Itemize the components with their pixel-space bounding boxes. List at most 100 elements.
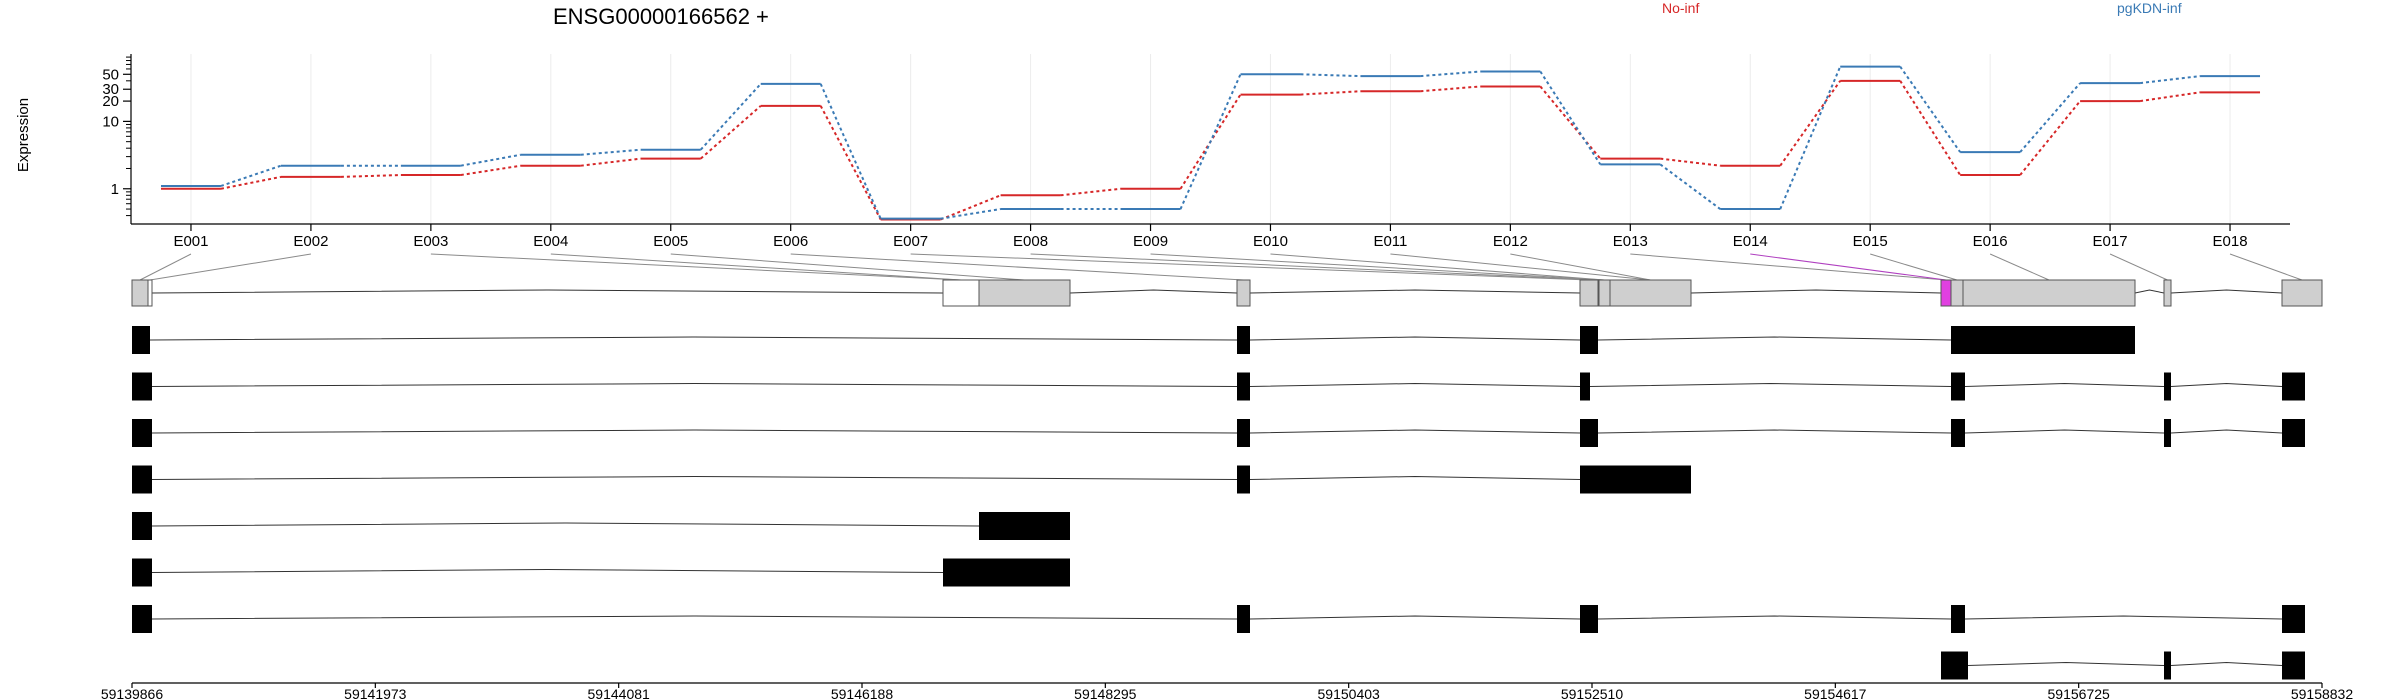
genomic-tick-label: 59139866 xyxy=(101,686,164,700)
x-tick-label: E005 xyxy=(653,233,688,250)
intron-line xyxy=(1069,289,1238,294)
data-connector xyxy=(1179,73,1242,210)
intron-line xyxy=(2170,429,2283,434)
data-connector xyxy=(2139,91,2201,103)
transcript-exon xyxy=(943,558,1070,587)
intron-line xyxy=(1964,429,2165,434)
transcript-exon xyxy=(1951,326,2135,354)
x-tick-label: E012 xyxy=(1493,233,1528,250)
intron-line xyxy=(2170,289,2283,294)
transcript-exon xyxy=(1580,605,1598,633)
x-tick-label: E013 xyxy=(1613,233,1648,250)
data-connector xyxy=(1060,187,1121,197)
x-tick-label: E017 xyxy=(2093,233,2128,250)
x-tick-label: E007 xyxy=(893,233,928,250)
exon-block xyxy=(2281,279,2323,307)
exon-connector xyxy=(1510,253,1651,281)
transcript-exon xyxy=(1951,419,1965,447)
exon-block xyxy=(942,279,980,307)
y-tick-label: 20 xyxy=(102,93,119,110)
intron-line xyxy=(151,475,1238,480)
x-tick-label: E016 xyxy=(1973,233,2008,250)
intron-line xyxy=(1597,429,1952,434)
intron-line xyxy=(1249,336,1581,341)
x-tick-label: E018 xyxy=(2213,233,2248,250)
exon-connector xyxy=(1630,253,1947,281)
exon-block xyxy=(1579,279,1599,307)
exon-block xyxy=(2163,279,2172,307)
transcript-track xyxy=(132,605,2305,633)
x-tick-label: E009 xyxy=(1133,233,1168,250)
exon-block xyxy=(1609,279,1692,307)
y-tick-label: 1 xyxy=(111,181,119,198)
legend-entry-pgkdn-inf: pgKDN-inf xyxy=(2117,0,2182,16)
exon-connector xyxy=(1390,253,1651,281)
exon-block xyxy=(1598,279,1611,307)
transcript-exon xyxy=(1951,605,1965,633)
intron-line xyxy=(2170,661,2283,666)
transcript-exon xyxy=(1237,605,1250,633)
genomic-tick-label: 59158832 xyxy=(2291,686,2354,700)
intron-line xyxy=(1249,382,1581,387)
chart-title: ENSG00000166562 + xyxy=(553,4,769,29)
intron-line xyxy=(151,615,1238,620)
exon-block xyxy=(1940,279,1952,307)
exon-connector xyxy=(670,253,1025,281)
transcript-exon xyxy=(1237,419,1250,447)
data-connector xyxy=(940,208,1001,220)
transcript-track xyxy=(132,465,1691,494)
transcript-exon xyxy=(1237,465,1250,494)
genomic-tick-label: 59152510 xyxy=(1561,686,1624,700)
transcript-exon xyxy=(1941,651,1968,680)
intron-line xyxy=(1964,615,2283,620)
data-connector xyxy=(220,164,282,187)
transcript-exon xyxy=(1237,372,1250,401)
data-connector xyxy=(2019,100,2081,176)
x-tick-label: E004 xyxy=(533,233,568,250)
series-pgkdn-inf xyxy=(160,65,2261,220)
transcript-exon xyxy=(132,372,152,401)
x-tick-label: E014 xyxy=(1733,233,1768,250)
data-connector xyxy=(1300,73,1361,78)
transcript-exon xyxy=(132,419,152,447)
transcript-exon xyxy=(132,465,152,494)
genomic-tick-label: 59156725 xyxy=(2048,686,2111,700)
genomic-tick-label: 59146188 xyxy=(831,686,894,700)
exon-block xyxy=(978,279,1071,307)
data-connector xyxy=(819,83,882,220)
data-connector xyxy=(819,105,882,220)
intron-line xyxy=(1249,289,1581,294)
exon-block xyxy=(1236,279,1251,307)
x-tick-label: E010 xyxy=(1253,233,1288,250)
genomic-tick-label: 59154617 xyxy=(1804,686,1867,700)
transcript-track xyxy=(132,558,1070,587)
genomic-tick-label: 59144081 xyxy=(588,686,651,700)
exon-connector xyxy=(2109,253,2168,281)
transcript-exon xyxy=(2282,419,2305,447)
x-tick-label: E003 xyxy=(413,233,448,250)
data-connector xyxy=(1899,66,1961,153)
legend-entry-no-inf: No-inf xyxy=(1662,0,1699,16)
transcript-exon xyxy=(2282,372,2305,401)
exon-block xyxy=(1962,279,2136,307)
y-axis-label: Expression xyxy=(15,98,32,172)
data-connector xyxy=(580,157,641,167)
transcript-track xyxy=(132,419,2305,447)
intron-line xyxy=(151,289,944,294)
exon-block xyxy=(147,279,153,307)
transcript-exon xyxy=(1580,372,1590,401)
intron-line xyxy=(149,336,1238,341)
y-tick-label: 10 xyxy=(102,113,119,130)
data-connector xyxy=(1420,85,1481,93)
intron-line xyxy=(151,522,980,527)
exon-connector xyxy=(2229,253,2303,281)
data-connector xyxy=(1779,80,1842,167)
intron-line xyxy=(1597,615,1952,620)
exon-connector xyxy=(1270,253,1605,281)
transcript-exon xyxy=(1580,465,1691,494)
intron-line xyxy=(1249,429,1581,434)
exon-connector xyxy=(550,253,962,281)
intron-line xyxy=(1249,475,1581,480)
transcript-exon xyxy=(1951,372,1965,401)
